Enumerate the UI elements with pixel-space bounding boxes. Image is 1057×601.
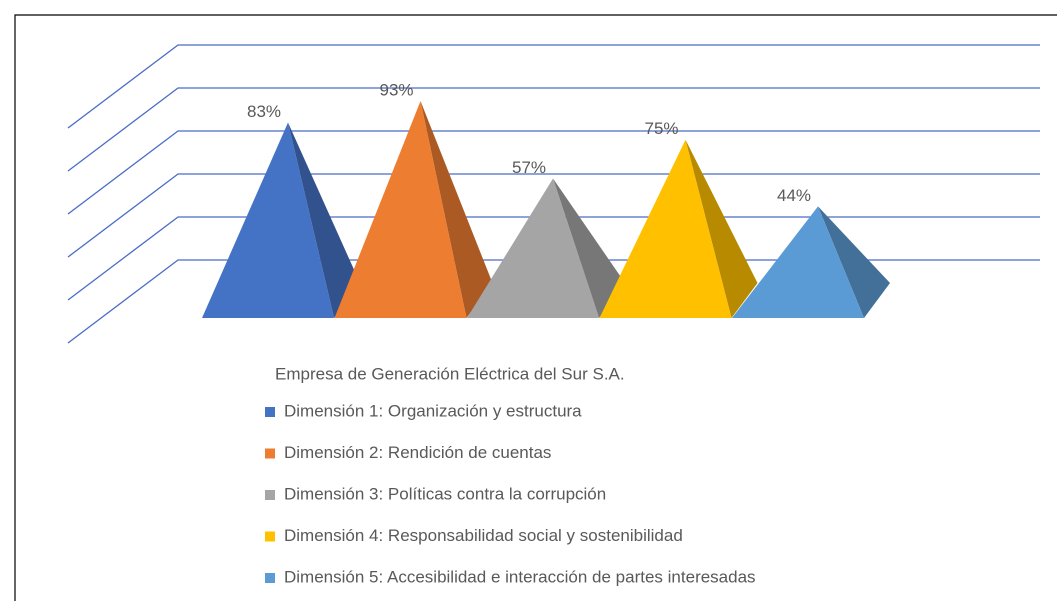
grid-line	[67, 44, 1040, 129]
grid-line	[67, 259, 1040, 344]
category-label: Empresa de Generación Eléctrica del Sur …	[275, 364, 625, 383]
pyramid-front	[202, 122, 334, 318]
legend-swatch	[265, 448, 275, 459]
grid-line	[67, 87, 1040, 172]
pyramid	[202, 122, 360, 318]
grid-line	[67, 173, 1040, 258]
pyramid-front	[467, 178, 599, 318]
legend-label: Dimensión 5: Accesibilidad e interacción…	[284, 567, 756, 586]
pyramid-side	[420, 101, 493, 318]
legend-label: Dimensión 3: Políticas contra la corrupc…	[284, 484, 606, 503]
pyramid-side	[818, 206, 890, 318]
legend-label: Dimensión 2: Rendición de cuentas	[284, 443, 551, 462]
legend-swatch	[265, 573, 275, 583]
grid-line	[67, 130, 1040, 215]
grid-line	[67, 216, 1040, 301]
data-label: 57%	[512, 158, 546, 177]
legend-swatch	[265, 407, 275, 417]
chart-frame	[14, 14, 1057, 601]
data-label: 93%	[379, 81, 413, 100]
pyramid-side	[288, 122, 360, 318]
pyramid-front	[334, 101, 467, 318]
pyramid	[732, 206, 890, 318]
pyramid-front	[732, 206, 864, 318]
pyramid	[467, 178, 625, 318]
legend-swatch	[265, 490, 275, 500]
pyramid	[334, 101, 493, 318]
legend-swatch	[265, 531, 275, 542]
data-label: 75%	[644, 119, 678, 138]
pyramid	[599, 139, 758, 318]
legend-label: Dimensión 1: Organización y estructura	[284, 401, 582, 420]
legend-label: Dimensión 4: Responsabilidad social y so…	[284, 526, 683, 545]
data-label: 44%	[777, 186, 811, 205]
pyramid-side	[685, 139, 758, 318]
pyramid-side	[553, 178, 625, 318]
pyramid-front	[599, 139, 732, 318]
data-label: 83%	[247, 102, 281, 121]
